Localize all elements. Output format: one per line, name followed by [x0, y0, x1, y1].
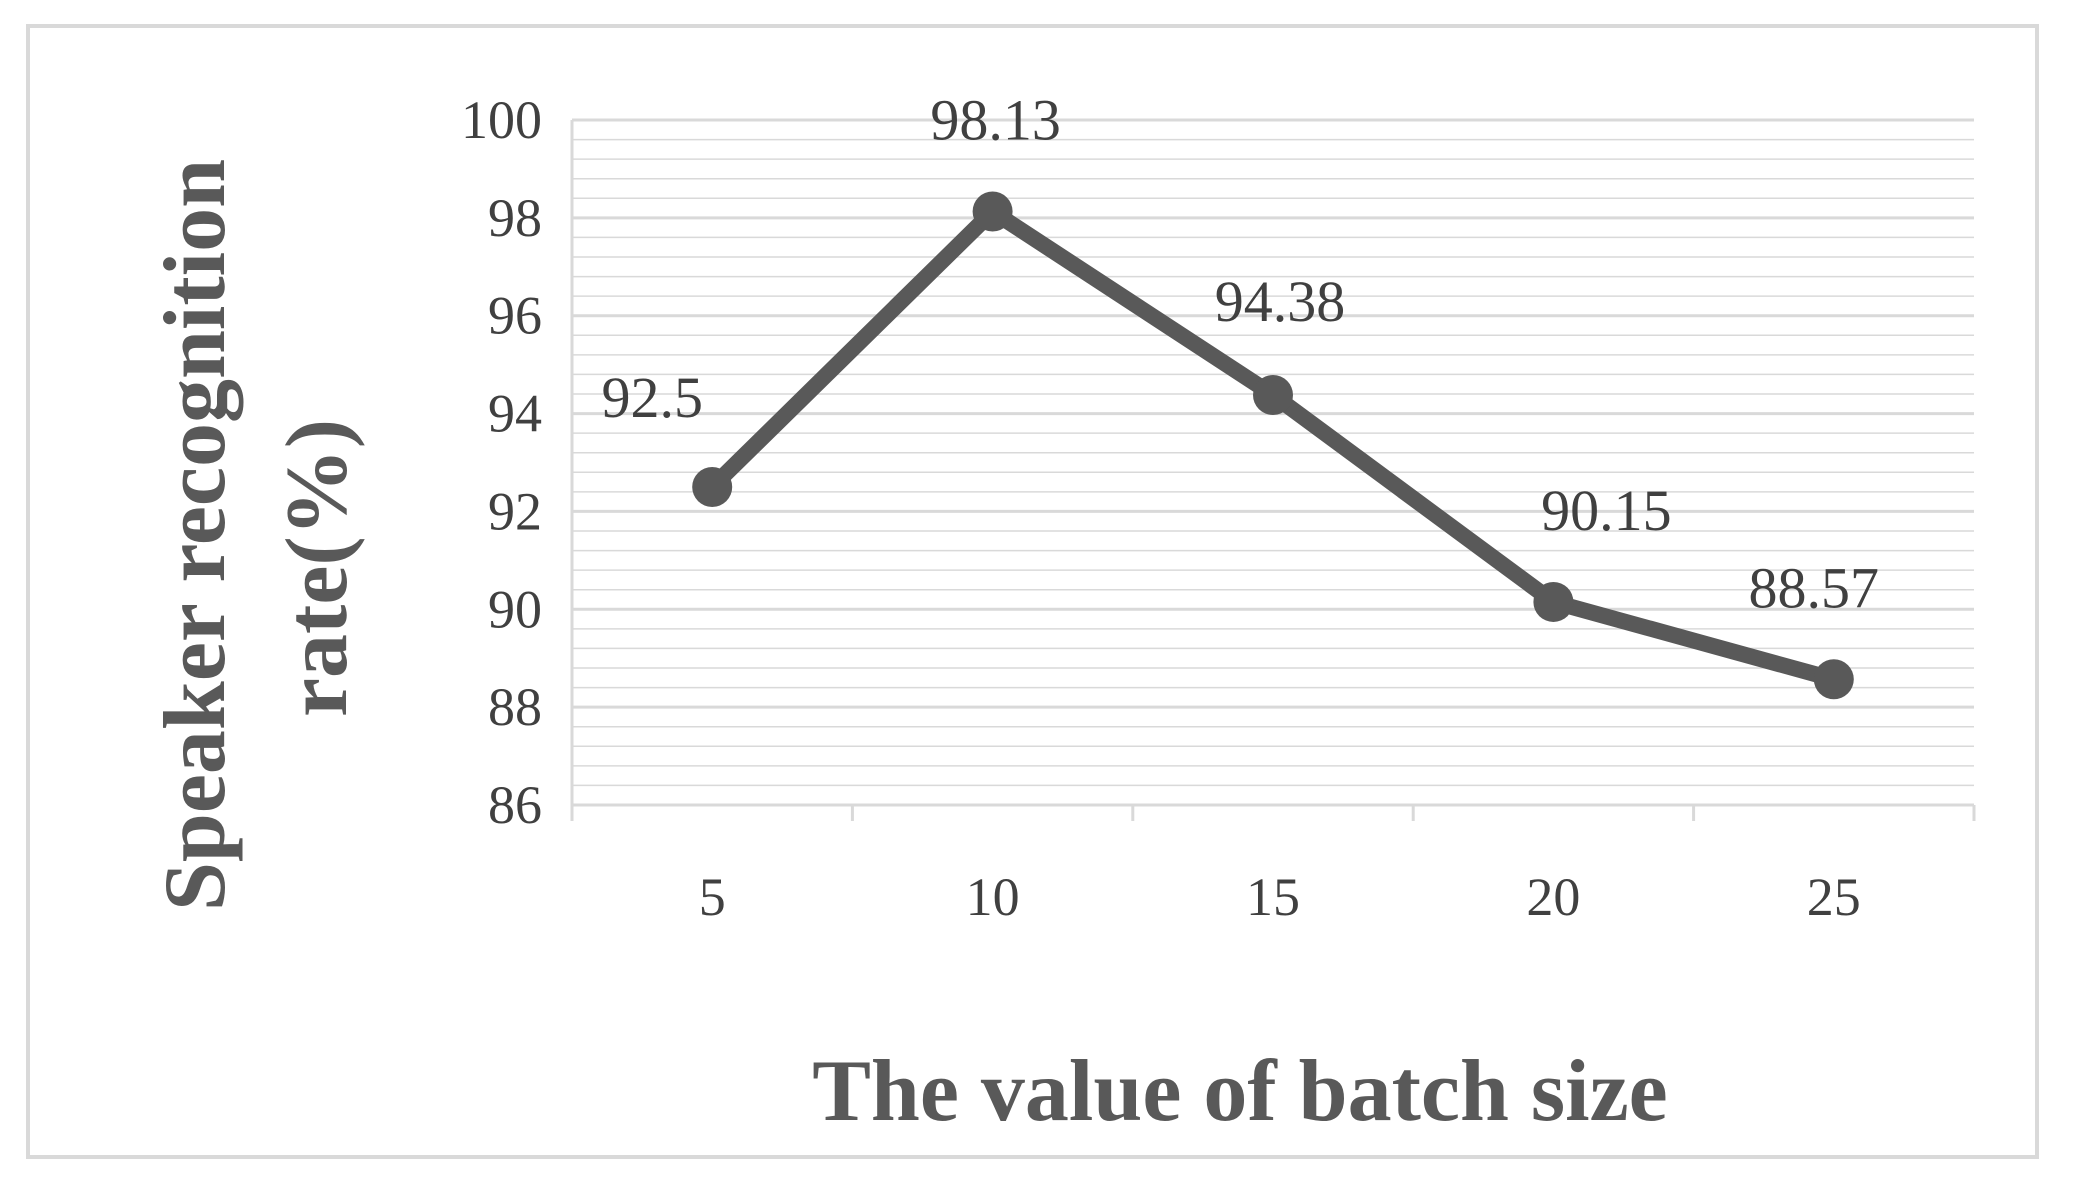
y-tick-label: 96 [488, 286, 542, 346]
y-tick-label: 88 [488, 677, 542, 737]
data-point [692, 466, 733, 507]
x-axis-title: The value of batch size [812, 1043, 1668, 1140]
data-point [1813, 659, 1854, 700]
data-labels: 92.5 98.13 94.38 90.15 88.57 [601, 87, 1879, 620]
y-tick-label: 90 [488, 579, 542, 639]
y-tick-label: 92 [488, 481, 542, 541]
series-line-group [692, 191, 1854, 700]
x-tick-label: 5 [699, 867, 726, 927]
x-axis-ticks: 5 10 15 20 25 [699, 867, 1861, 927]
data-point [1533, 581, 1574, 622]
y-axis-title-line1: Speaker recognition [147, 159, 244, 911]
data-label: 90.15 [1541, 478, 1672, 543]
data-point [1253, 374, 1293, 415]
x-tick-label: 20 [1526, 867, 1580, 927]
y-tick-label: 100 [461, 90, 542, 150]
y-tick-label: 86 [488, 775, 542, 835]
chart-frame [26, 24, 2039, 1159]
data-label: 88.57 [1749, 555, 1880, 620]
x-axis [570, 803, 1976, 821]
x-tick-label: 10 [966, 867, 1020, 927]
y-axis-title-line2: rate(%) [269, 419, 366, 717]
y-axis-ticks: 86 88 90 92 94 96 98 100 [461, 90, 542, 835]
data-point [972, 191, 1013, 232]
x-tick-label: 25 [1807, 867, 1861, 927]
y-tick-label: 98 [488, 188, 542, 248]
gridlines [570, 118, 1974, 805]
data-label: 94.38 [1215, 269, 1346, 334]
y-tick-label: 94 [488, 384, 542, 444]
data-label: 92.5 [601, 365, 703, 430]
x-tick-label: 15 [1246, 867, 1300, 927]
data-label: 98.13 [930, 87, 1061, 152]
